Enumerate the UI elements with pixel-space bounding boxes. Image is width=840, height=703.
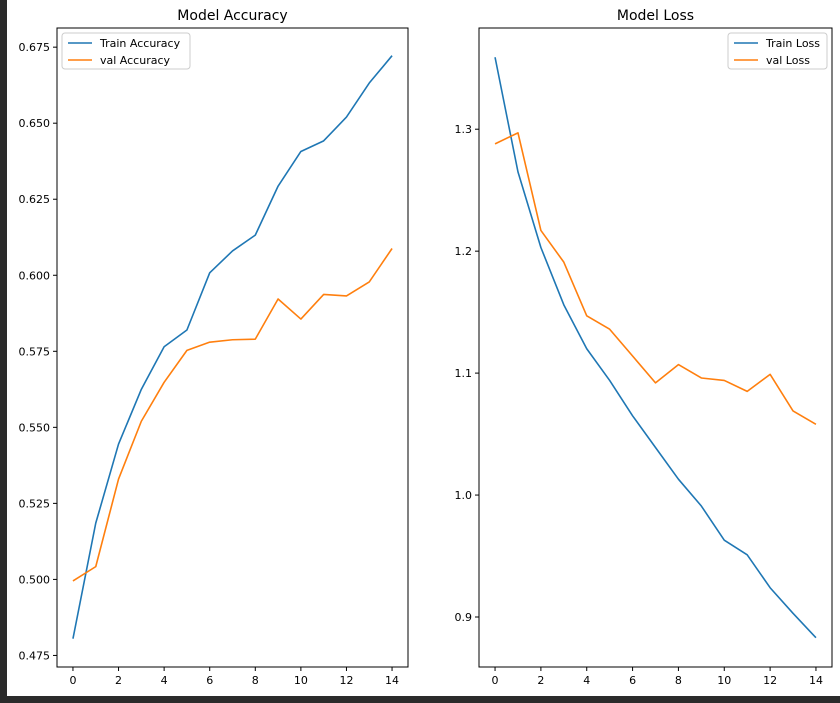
y-tick-label: 0.600 [19,269,51,282]
axes-frame [56,27,409,668]
x-tick-label: 8 [675,674,682,687]
x-tick-label: 14 [809,674,823,687]
chart-title: Model Accuracy [177,8,287,24]
x-tick-label: 2 [537,674,544,687]
y-tick-label: 0.525 [19,497,51,510]
legend-entry: Train Loss [765,37,820,50]
y-tick-label: 0.550 [19,421,51,434]
x-tick-label: 2 [115,674,122,687]
series-line-val-loss [494,132,817,426]
y-tick-label: 0.500 [19,573,51,586]
y-tick-label: 0.475 [19,649,51,662]
chart-1: Model Accuracy 0 2 4 6 8 10 12 14 0.475 0.500 0.525… [19,8,409,687]
legend: Train Loss val Loss [727,32,828,70]
chart-2: Model Loss 0 2 4 6 8 10 12 14 0.9 1.0 1.1 1.2 1.3 Trai… [455,8,833,687]
x-tick-label: 10 [294,674,308,687]
y-tick-label: 0.575 [19,345,51,358]
x-tick-label: 0 [69,674,76,687]
x-tick-label: 10 [717,674,731,687]
legend: Train Accuracy val Accuracy [61,32,191,70]
y-tick-label: 0.650 [19,117,51,130]
legend-entry: val Loss [766,54,810,67]
legend-entry: Train Accuracy [99,37,181,50]
y-tick-label: 0.9 [455,611,473,624]
x-tick-label: 12 [339,674,353,687]
x-tick-label: 6 [206,674,213,687]
legend-entry: val Accuracy [100,54,171,67]
y-tick-label: 1.3 [455,123,473,136]
x-tick-label: 4 [583,674,590,687]
y-tick-label: 1.1 [455,367,473,380]
y-tick-label: 1.2 [455,245,473,258]
y-tick-label: 0.625 [19,193,51,206]
axes-frame [478,27,833,668]
chart-title: Model Loss [617,8,694,24]
x-tick-label: 14 [385,674,399,687]
y-tick-label: 0.675 [19,41,51,54]
x-tick-label: 0 [492,674,499,687]
y-tick-label: 1.0 [455,489,473,502]
series-line-val-accuracy [72,248,393,582]
x-tick-label: 8 [252,674,259,687]
figure-canvas: Model Accuracy 0 2 4 6 8 10 12 14 0.475 0.500 0.525… [7,0,840,696]
x-tick-label: 4 [161,674,168,687]
legend-box [61,32,191,70]
figure-svg: Model Accuracy 0 2 4 6 8 10 12 14 0.475 0.500 0.525… [19,8,833,687]
x-tick-label: 6 [629,674,636,687]
series-line-train-accuracy [72,55,393,639]
series-line-train-loss [494,57,817,639]
x-tick-label: 12 [763,674,777,687]
